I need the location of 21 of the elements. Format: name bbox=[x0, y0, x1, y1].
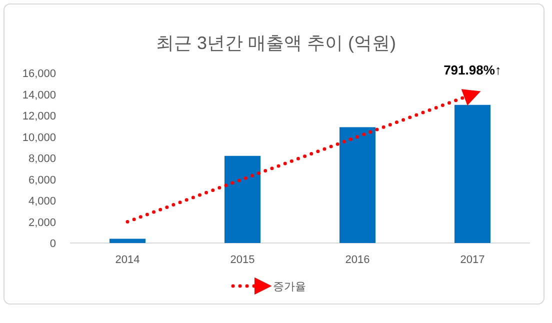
bar bbox=[340, 127, 376, 243]
y-tick-label: 14,000 bbox=[22, 89, 56, 102]
legend: 증가율 bbox=[231, 277, 306, 295]
y-tick-label: 12,000 bbox=[22, 110, 56, 122]
y-tick-label: 16,000 bbox=[22, 68, 56, 80]
y-tick-label: 0 bbox=[50, 238, 56, 250]
bar bbox=[110, 238, 146, 243]
y-tick-label: 8,000 bbox=[28, 153, 56, 165]
x-tick-label: 2015 bbox=[230, 254, 255, 266]
x-tick-label: 2014 bbox=[115, 254, 140, 266]
x-tick-label: 2017 bbox=[460, 254, 485, 266]
chart-title: 최근 3년간 매출액 추이 (억원) bbox=[156, 33, 396, 53]
bar bbox=[454, 104, 490, 243]
y-tick-label: 4,000 bbox=[28, 196, 56, 208]
legend-label: 증가율 bbox=[273, 281, 306, 293]
annotation: 791.98%↑ bbox=[444, 62, 502, 78]
x-tick-label: 2016 bbox=[345, 254, 370, 266]
bar bbox=[224, 156, 260, 243]
y-tick-label: 2,000 bbox=[28, 216, 56, 229]
y-tick-label: 10,000 bbox=[22, 132, 56, 144]
y-tick-label: 6,000 bbox=[28, 174, 56, 186]
